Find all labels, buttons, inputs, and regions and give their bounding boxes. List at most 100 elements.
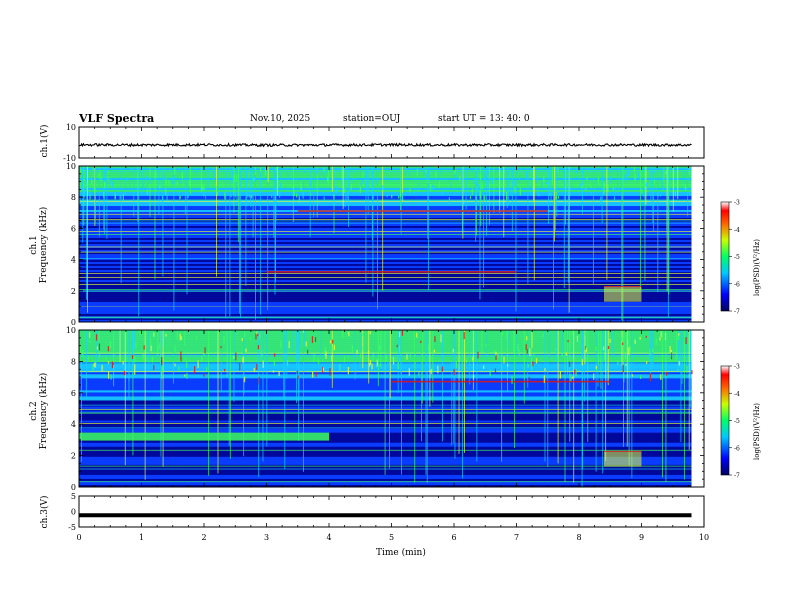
spec-line xyxy=(79,222,692,224)
spec-noise xyxy=(79,168,82,174)
colorbar-tick-label: -6 xyxy=(734,445,740,452)
spec-streak xyxy=(95,330,97,368)
s2-ytick-label: 4 xyxy=(71,420,76,429)
spec-streak xyxy=(592,166,594,285)
spec-noise xyxy=(485,344,487,347)
spec-streak xyxy=(302,330,304,472)
spec-row xyxy=(79,236,692,239)
spec-noise xyxy=(678,333,680,336)
spec-noise xyxy=(510,188,512,196)
spec-streak xyxy=(499,166,501,213)
spec-noise xyxy=(298,195,300,204)
spec-noise xyxy=(399,189,402,198)
spec-streak xyxy=(561,330,563,359)
spec-noise xyxy=(555,193,557,202)
spec-streak xyxy=(162,330,164,467)
spec-streak xyxy=(348,166,350,228)
spec-noise xyxy=(574,369,576,375)
figure-title: VLF Spectra xyxy=(79,112,155,125)
spec-noise xyxy=(494,368,497,374)
spec-streak xyxy=(663,166,665,183)
spec-noise xyxy=(89,191,91,196)
x-tick-label: 10 xyxy=(699,533,709,542)
spec-streak xyxy=(481,330,483,353)
spec-noise xyxy=(153,332,155,337)
spec-streak xyxy=(82,166,84,243)
spec-streak xyxy=(432,330,434,403)
spec-line xyxy=(79,219,692,220)
spec-streak xyxy=(333,166,335,206)
spec-noise xyxy=(474,179,476,184)
spec-noise xyxy=(530,183,532,188)
panel-frame-w3 xyxy=(78,495,705,528)
colorbar-tick-label: -7 xyxy=(734,473,740,480)
spec-noise xyxy=(259,333,261,339)
spec-noise xyxy=(261,350,263,358)
spec-noise xyxy=(307,370,309,373)
spec-noise xyxy=(98,180,101,183)
spec-noise xyxy=(381,185,383,191)
spec-noise xyxy=(637,172,639,178)
spec-noise xyxy=(293,190,295,197)
spec-row xyxy=(79,248,692,251)
spec-noise xyxy=(653,179,656,184)
spec-streak xyxy=(313,166,315,218)
spec-streak xyxy=(547,166,549,224)
spec-noise xyxy=(179,196,181,199)
spec-line xyxy=(79,258,692,260)
spec-noise xyxy=(322,367,324,373)
spec-streak xyxy=(464,330,465,453)
spec-noise xyxy=(629,346,631,353)
spec-noise xyxy=(688,177,690,182)
spec-line xyxy=(79,284,692,285)
spec-row xyxy=(79,282,692,285)
spec-noise xyxy=(105,357,107,360)
spec-noise xyxy=(603,183,605,190)
spec-noise xyxy=(609,168,611,174)
spec-noise xyxy=(399,171,401,174)
spec-row xyxy=(79,176,692,179)
spec-row xyxy=(79,238,692,241)
spec-row xyxy=(79,226,692,229)
spec-noise xyxy=(201,183,203,192)
spec-streak xyxy=(622,166,624,322)
spec-streak xyxy=(133,166,135,217)
spec-noise xyxy=(302,330,304,333)
spec-noise xyxy=(123,371,126,376)
spec-streak xyxy=(595,330,597,472)
spec-noise xyxy=(280,172,282,181)
spec-noise xyxy=(603,346,605,351)
spec-noise xyxy=(315,372,317,377)
spec-noise xyxy=(94,362,96,368)
spec-streak xyxy=(414,330,416,483)
spec-row xyxy=(79,260,692,263)
spec-noise xyxy=(256,363,258,371)
spec-streak xyxy=(382,166,384,291)
spec-noise xyxy=(454,168,456,175)
spec-band xyxy=(391,380,611,383)
spec-noise xyxy=(314,337,317,343)
spec-noise xyxy=(161,366,163,373)
spec-noise xyxy=(455,361,457,369)
spec-streak xyxy=(200,166,202,193)
spec-noise xyxy=(107,346,109,352)
spec-noise xyxy=(242,357,244,363)
colorbar-tick-label: -5 xyxy=(734,418,740,425)
spec-streak xyxy=(113,330,115,387)
spec-noise xyxy=(224,192,226,200)
spec-noise xyxy=(180,351,182,360)
spec-noise xyxy=(557,195,560,199)
spec-noise xyxy=(351,169,353,173)
spec-noise xyxy=(518,349,520,356)
spec-noise xyxy=(423,167,425,176)
spec-noise xyxy=(517,343,519,351)
spec-streak xyxy=(243,330,245,457)
spec-noise xyxy=(83,189,86,198)
spec-noise xyxy=(215,185,218,194)
spec-noise xyxy=(262,360,264,368)
spec-line xyxy=(79,290,692,292)
spec-noise xyxy=(555,348,557,351)
spec-noise xyxy=(245,348,247,353)
spec-streak xyxy=(427,166,429,291)
spec-noise xyxy=(628,347,630,356)
